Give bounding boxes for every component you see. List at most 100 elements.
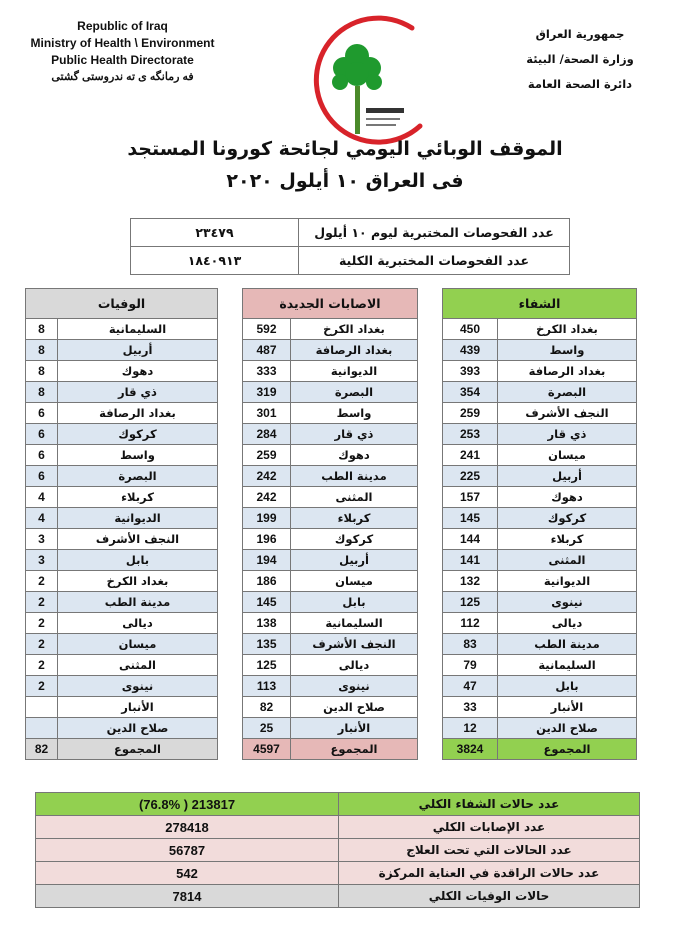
table-row: بابل 47 [442,675,637,697]
summary-label: عدد حالات الشفاء الكلي [338,792,640,816]
governorate-name: بغداد الرصافة [290,339,418,361]
governorate-name: المثنى [497,549,637,571]
governorate-name: ميسان [290,570,418,592]
governorate-name: السليمانية [57,318,218,340]
governorate-name: دهوك [57,360,218,382]
count-value: 2 [25,570,58,592]
tests-label: عدد الفحوصات المختبرية الكلية [298,246,570,275]
table-row: الأنبار [25,696,218,718]
count-value: 6 [25,465,58,487]
governorate-name: دهوك [290,444,418,466]
table-row: بغداد الرصافة 393 [442,360,637,382]
header-line: دائرة الصحة العامة [527,77,633,91]
count-value: 259 [242,444,291,466]
count-value: 125 [242,654,291,676]
governorate-name: صلاح الدين [497,717,637,739]
governorate-name: مدينة الطب [57,591,218,613]
count-value: 157 [442,486,498,508]
table-row: واسط 439 [442,339,637,361]
total-row: المجموع 3824 [442,738,637,760]
recovery-title: الشفاء [442,288,637,319]
table-row: صلاح الدين 12 [442,717,637,739]
count-value: 8 [25,339,58,361]
count-value: 8 [25,381,58,403]
governorate-name: بغداد الكرخ [290,318,418,340]
table-row: عدد الحالات التي تحت العلاج 56787 [35,838,640,862]
summary-label: عدد الإصابات الكلي [338,815,640,839]
table-row: عدد الفحوصات المختبرية ليوم ١٠ أيلول ٢٣٤… [130,218,570,247]
table-row: دهوك 259 [242,444,418,466]
table-row: ديالى 125 [242,654,418,676]
count-value: 3 [25,549,58,571]
governorate-name: النجف الأشرف [290,633,418,655]
arabic-header: جمهورية العراق وزارة الصحة/ البيئة دائرة… [505,22,655,97]
table-row: ديالى 112 [442,612,637,634]
count-value: 319 [242,381,291,403]
english-header: Republic of Iraq Ministry of Health \ En… [10,18,235,86]
governorate-name: ميسان [57,633,218,655]
governorate-name: بغداد الكرخ [497,318,637,340]
count-value: 12 [442,717,498,739]
summary-value: 56787 [35,838,339,862]
governorate-name: دهوك [497,486,637,508]
total-row: المجموع 4597 [242,738,418,760]
governorate-name: نينوى [497,591,637,613]
table-row: واسط 301 [242,402,418,424]
table-row: النجف الأشرف 3 [25,528,218,550]
total-value: 4597 [242,738,291,760]
table-row: الديوانية 4 [25,507,218,529]
table-row: ديالى 2 [25,612,218,634]
table-row: عدد الإصابات الكلي 278418 [35,815,640,839]
governorate-name: ميسان [497,444,637,466]
summary-label: حالات الوفيات الكلي [338,884,640,908]
count-value: 2 [25,591,58,613]
table-row: الأنبار 33 [442,696,637,718]
total-label: المجموع [497,738,637,760]
table-row: نينوى 113 [242,675,418,697]
table-row: مدينة الطب 242 [242,465,418,487]
table-row: واسط 6 [25,444,218,466]
governorate-name: المثنى [57,654,218,676]
total-row: المجموع 82 [25,738,218,760]
count-value: 487 [242,339,291,361]
count-value: 3 [25,528,58,550]
count-value: 393 [442,360,498,382]
table-row: مدينة الطب 2 [25,591,218,613]
governorate-name: كربلاء [497,528,637,550]
governorate-name: البصرة [57,465,218,487]
count-value: 259 [442,402,498,424]
count-value: 2 [25,612,58,634]
count-value: 83 [442,633,498,655]
count-value: 241 [442,444,498,466]
summary-value: 278418 [35,815,339,839]
count-value: 6 [25,423,58,445]
governorate-name: نينوى [57,675,218,697]
governorate-name: بابل [57,549,218,571]
report-title: الموقف الوبائي اليومي لجائحة كورونا المس… [127,138,563,160]
governorate-name: كركوك [497,507,637,529]
governorate-name: الأنبار [57,696,218,718]
governorate-name: الأنبار [497,696,637,718]
summary-label: عدد الحالات التي تحت العلاج [338,838,640,862]
table-row: كربلاء 4 [25,486,218,508]
count-value: 253 [442,423,498,445]
governorate-name: البصرة [290,381,418,403]
ministry-logo [300,8,440,148]
governorate-name: أربيل [290,549,418,571]
governorate-name: الديوانية [290,360,418,382]
table-row: بغداد الكرخ 450 [442,318,637,340]
tests-label: عدد الفحوصات المختبرية ليوم ١٠ أيلول [298,218,570,247]
table-header-row: الوفيات [25,288,218,319]
governorate-name: البصرة [497,381,637,403]
count-value: 354 [442,381,498,403]
table-row: المثنى 2 [25,654,218,676]
governorate-name: الديوانية [497,570,637,592]
table-row: البصرة 6 [25,465,218,487]
table-row: صلاح الدين 82 [242,696,418,718]
table-row: دهوك 8 [25,360,218,382]
table-row: النجف الأشرف 135 [242,633,418,655]
table-row: بغداد الكرخ 2 [25,570,218,592]
new-cases-table: الاصابات الجديدة بغداد الكرخ 592 بغداد ا… [242,288,418,760]
count-value: 82 [242,696,291,718]
recovery-table: الشفاء بغداد الكرخ 450 واسط 439 بغداد ال… [442,288,637,760]
